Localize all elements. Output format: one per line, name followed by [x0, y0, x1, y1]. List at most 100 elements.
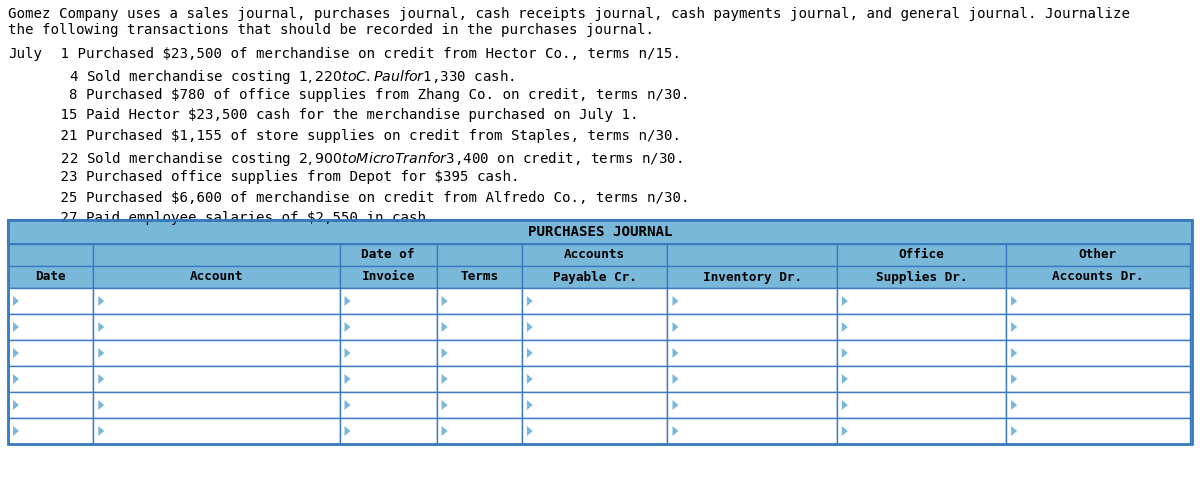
Bar	[667, 288, 836, 314]
Text: Office: Office	[899, 248, 944, 261]
Bar	[437, 392, 522, 418]
Bar	[667, 314, 836, 340]
Polygon shape	[13, 426, 19, 436]
Bar	[94, 418, 340, 444]
Polygon shape	[842, 400, 848, 410]
Bar	[1006, 392, 1189, 418]
Polygon shape	[442, 322, 448, 332]
Polygon shape	[98, 348, 104, 358]
Bar	[1006, 244, 1189, 266]
Bar	[340, 418, 437, 444]
Polygon shape	[13, 374, 19, 384]
Bar	[437, 244, 522, 266]
Polygon shape	[527, 322, 533, 332]
Polygon shape	[527, 296, 533, 306]
Text: Accounts: Accounts	[564, 248, 625, 261]
Bar	[437, 288, 522, 314]
Polygon shape	[442, 296, 448, 306]
Bar	[522, 418, 667, 444]
Bar	[94, 244, 340, 266]
Text: Gomez Company uses a sales journal, purchases journal, cash receipts journal, ca: Gomez Company uses a sales journal, purc…	[8, 7, 1130, 21]
Bar	[836, 366, 1006, 392]
Polygon shape	[344, 348, 350, 358]
Text: 8 Purchased $780 of office supplies from Zhang Co. on credit, terms n/30.: 8 Purchased $780 of office supplies from…	[52, 88, 690, 102]
Bar	[8, 244, 94, 266]
Bar	[836, 288, 1006, 314]
Bar	[522, 244, 667, 266]
Text: PURCHASES JOURNAL: PURCHASES JOURNAL	[528, 225, 672, 239]
Bar	[94, 392, 340, 418]
Bar	[667, 340, 836, 366]
Bar	[8, 288, 94, 314]
Bar	[340, 392, 437, 418]
Bar	[522, 366, 667, 392]
Bar	[340, 340, 437, 366]
Polygon shape	[842, 374, 848, 384]
Polygon shape	[527, 400, 533, 410]
Text: Invoice: Invoice	[361, 270, 415, 284]
Text: 23 Purchased office supplies from Depot for $395 cash.: 23 Purchased office supplies from Depot …	[52, 170, 520, 184]
Bar	[437, 266, 522, 288]
Text: Date of: Date of	[361, 248, 415, 261]
Polygon shape	[842, 322, 848, 332]
Bar	[437, 314, 522, 340]
Text: Payable Cr.: Payable Cr.	[553, 270, 637, 284]
Bar	[8, 220, 1192, 244]
Polygon shape	[672, 426, 678, 436]
Text: Supplies Dr.: Supplies Dr.	[876, 270, 967, 284]
Bar	[94, 288, 340, 314]
Polygon shape	[1012, 296, 1018, 306]
Text: Account: Account	[190, 270, 244, 284]
Polygon shape	[1012, 348, 1018, 358]
Bar	[340, 366, 437, 392]
Bar	[522, 340, 667, 366]
Polygon shape	[672, 400, 678, 410]
Text: the following transactions that should be recorded in the purchases journal.: the following transactions that should b…	[8, 23, 654, 37]
Polygon shape	[1012, 322, 1018, 332]
Polygon shape	[442, 348, 448, 358]
Bar	[8, 366, 94, 392]
Polygon shape	[442, 400, 448, 410]
Polygon shape	[98, 296, 104, 306]
Bar	[667, 266, 836, 288]
Bar	[8, 418, 94, 444]
Bar	[522, 266, 667, 288]
Polygon shape	[13, 400, 19, 410]
Polygon shape	[13, 296, 19, 306]
Bar	[8, 220, 1192, 444]
Bar	[340, 288, 437, 314]
Bar	[437, 418, 522, 444]
Bar	[340, 266, 437, 288]
Polygon shape	[1012, 426, 1018, 436]
Bar	[8, 392, 94, 418]
Polygon shape	[98, 374, 104, 384]
Polygon shape	[344, 296, 350, 306]
Polygon shape	[672, 296, 678, 306]
Bar	[836, 314, 1006, 340]
Bar	[437, 340, 522, 366]
Polygon shape	[344, 426, 350, 436]
Bar	[94, 314, 340, 340]
Polygon shape	[344, 400, 350, 410]
Polygon shape	[442, 426, 448, 436]
Text: 21 Purchased $1,155 of store supplies on credit from Staples, terms n/30.: 21 Purchased $1,155 of store supplies on…	[52, 129, 682, 143]
Bar	[836, 340, 1006, 366]
Bar	[94, 366, 340, 392]
Polygon shape	[344, 322, 350, 332]
Text: Terms: Terms	[460, 270, 498, 284]
Bar	[8, 314, 94, 340]
Bar	[836, 266, 1006, 288]
Bar	[836, 392, 1006, 418]
Text: Inventory Dr.: Inventory Dr.	[702, 270, 802, 284]
Bar	[8, 340, 94, 366]
Polygon shape	[1012, 374, 1018, 384]
Text: Accounts Dr.: Accounts Dr.	[1052, 270, 1144, 284]
Bar	[8, 266, 94, 288]
Bar	[1006, 288, 1189, 314]
Polygon shape	[1012, 400, 1018, 410]
Text: 15 Paid Hector $23,500 cash for the merchandise purchased on July 1.: 15 Paid Hector $23,500 cash for the merc…	[52, 108, 638, 122]
Polygon shape	[527, 374, 533, 384]
Bar	[437, 366, 522, 392]
Polygon shape	[527, 348, 533, 358]
Text: Date: Date	[35, 270, 66, 284]
